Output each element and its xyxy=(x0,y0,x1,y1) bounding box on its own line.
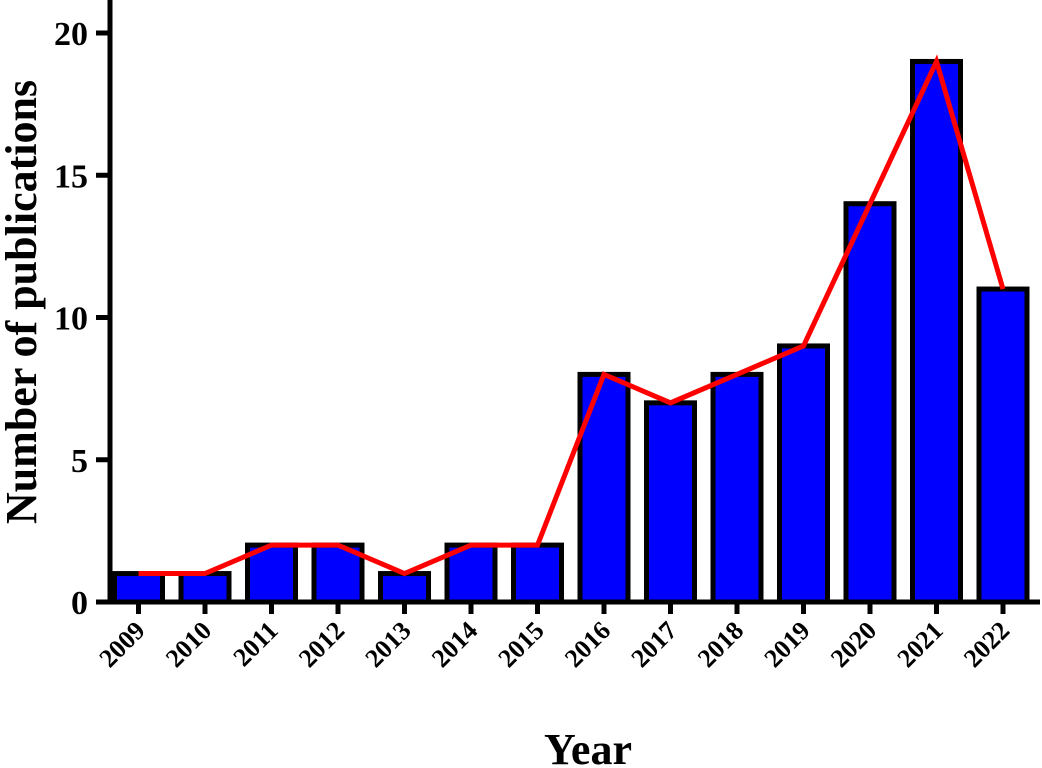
bar-2010 xyxy=(178,571,232,605)
bar-2020 xyxy=(843,201,897,605)
bars-group xyxy=(112,58,1030,605)
x-axis-title: Year xyxy=(544,725,632,768)
x-tick-label-2019: 2019 xyxy=(758,616,815,673)
x-tick-label-2022: 2022 xyxy=(958,616,1015,673)
bar-2021 xyxy=(910,58,963,605)
x-tick-label-2009: 2009 xyxy=(93,616,150,673)
y-tick-label-5: 5 xyxy=(71,443,88,480)
bar-2017 xyxy=(644,400,697,605)
axes-group xyxy=(107,0,1040,605)
y-axis-title: Number of publications xyxy=(0,80,46,524)
x-tick-label-2011: 2011 xyxy=(227,616,283,672)
y-ticks-group: 0 5 10 15 20 xyxy=(54,16,110,622)
trend-line-group xyxy=(138,54,1006,577)
x-tick-label-2021: 2021 xyxy=(891,616,948,673)
x-tick-label-2014: 2014 xyxy=(426,616,483,673)
x-tick-label-2020: 2020 xyxy=(825,616,882,673)
x-tick-label-2013: 2013 xyxy=(359,616,416,673)
y-tick-label-20: 20 xyxy=(54,16,88,53)
y-tick-label-0: 0 xyxy=(71,585,88,622)
x-tick-label-2012: 2012 xyxy=(293,616,350,673)
x-tick-label-2015: 2015 xyxy=(492,616,549,673)
bar-2013 xyxy=(378,571,431,605)
x-tick-label-2018: 2018 xyxy=(692,616,749,673)
x-tick-label-2010: 2010 xyxy=(160,616,217,673)
x-tick-label-2017: 2017 xyxy=(625,616,682,673)
y-tick-label-10: 10 xyxy=(54,301,88,338)
bar-2016 xyxy=(577,371,631,605)
bar-2009 xyxy=(112,571,165,605)
bar-2022 xyxy=(976,286,1030,605)
bar-2018 xyxy=(710,371,764,605)
y-tick-label-15: 15 xyxy=(54,158,88,195)
x-ticks-group: 2009 2010 2011 2012 2013 2014 2015 2016 2017 2018… xyxy=(93,602,1015,673)
trend-line xyxy=(138,54,1006,577)
x-tick-label-2016: 2016 xyxy=(559,616,616,673)
bar-2015 xyxy=(511,542,564,605)
bar-2019 xyxy=(777,343,830,605)
